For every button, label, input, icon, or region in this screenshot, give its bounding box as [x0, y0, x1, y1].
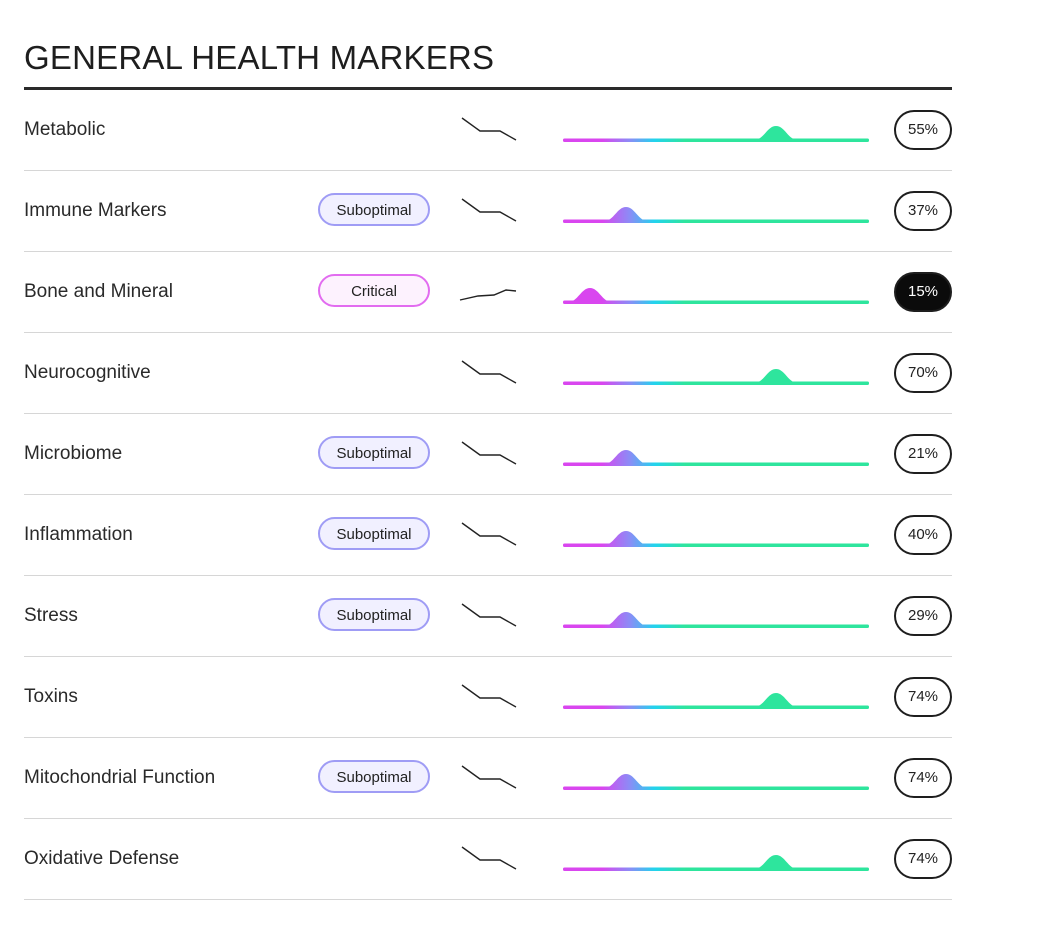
marker-row[interactable]: Neurocognitive 70% [24, 333, 952, 414]
range-bar [563, 693, 869, 709]
marker-row[interactable]: Metabolic 55% [24, 90, 952, 171]
trend-sparkline-down [461, 360, 517, 384]
marker-label: Inflammation [24, 524, 133, 545]
health-markers-panel: GENERAL HEALTH MARKERS Metabolic 55% Immu… [24, 38, 952, 900]
trend-sparkline-down [461, 765, 517, 789]
status-badge-suboptimal: Suboptimal [318, 760, 430, 793]
marker-label: Metabolic [24, 119, 106, 140]
marker-label: Toxins [24, 686, 78, 707]
marker-row[interactable]: Immune Markers Suboptimal 37% [24, 171, 952, 252]
range-bar [563, 531, 869, 547]
marker-label: Microbiome [24, 443, 123, 464]
marker-row[interactable]: Microbiome Suboptimal 21% [24, 414, 952, 495]
trend-sparkline-down [461, 117, 517, 141]
marker-row[interactable]: Bone and Mineral Critical 15% [24, 252, 952, 333]
range-track [563, 381, 869, 385]
marker-row[interactable]: Stress Suboptimal 29% [24, 576, 952, 657]
range-bar [563, 288, 869, 304]
score-pill[interactable]: 15% [894, 272, 952, 312]
marker-row[interactable]: Mitochondrial Function Suboptimal 74% [24, 738, 952, 819]
range-track [563, 867, 869, 871]
range-marker [568, 288, 612, 302]
score-pill[interactable]: 74% [894, 839, 952, 879]
marker-label: Bone and Mineral [24, 281, 173, 302]
score-pill[interactable]: 70% [894, 353, 952, 393]
trend-sparkline-up [459, 289, 517, 301]
score-pill[interactable]: 37% [894, 191, 952, 231]
trend-sparkline-down [461, 441, 517, 465]
range-track [563, 138, 869, 142]
trend-sparkline-down [461, 522, 517, 546]
range-marker [604, 612, 648, 626]
range-marker [754, 126, 798, 140]
range-marker [604, 531, 648, 545]
title-divider [24, 87, 952, 90]
score-pill[interactable]: 55% [894, 110, 952, 150]
trend-sparkline-down [461, 684, 517, 708]
trend-sparkline-down [461, 846, 517, 870]
marker-label: Stress [24, 605, 78, 626]
range-marker [754, 855, 798, 869]
score-pill[interactable]: 29% [894, 596, 952, 636]
score-pill[interactable]: 74% [894, 758, 952, 798]
range-marker [754, 369, 798, 383]
range-bar [563, 369, 869, 385]
range-bar [563, 126, 869, 142]
score-pill[interactable]: 40% [894, 515, 952, 555]
range-marker [604, 450, 648, 464]
score-pill[interactable]: 21% [894, 434, 952, 474]
range-bar [563, 207, 869, 223]
marker-label: Neurocognitive [24, 362, 151, 383]
range-bar [563, 855, 869, 871]
status-badge-suboptimal: Suboptimal [318, 517, 430, 550]
marker-row[interactable]: Toxins 74% [24, 657, 952, 738]
range-marker [604, 207, 648, 221]
range-track [563, 705, 869, 709]
range-bar [563, 774, 869, 790]
trend-sparkline-down [461, 603, 517, 627]
marker-row[interactable]: Inflammation Suboptimal 40% [24, 495, 952, 576]
marker-label: Oxidative Defense [24, 848, 180, 869]
status-badge-critical: Critical [318, 274, 430, 307]
marker-label: Mitochondrial Function [24, 767, 216, 788]
page-title: GENERAL HEALTH MARKERS [24, 39, 495, 76]
marker-label: Immune Markers [24, 200, 167, 221]
range-bar [563, 612, 869, 628]
range-bar [563, 450, 869, 466]
status-badge-suboptimal: Suboptimal [318, 193, 430, 226]
status-badge-suboptimal: Suboptimal [318, 436, 430, 469]
status-badge-suboptimal: Suboptimal [318, 598, 430, 631]
range-track [563, 300, 869, 304]
range-marker [754, 693, 798, 707]
marker-row[interactable]: Oxidative Defense 74% [24, 819, 952, 900]
marker-list: Metabolic 55% Immune Markers Suboptimal 37… [24, 90, 952, 900]
trend-sparkline-down [461, 198, 517, 222]
score-pill[interactable]: 74% [894, 677, 952, 717]
range-marker [604, 774, 648, 788]
